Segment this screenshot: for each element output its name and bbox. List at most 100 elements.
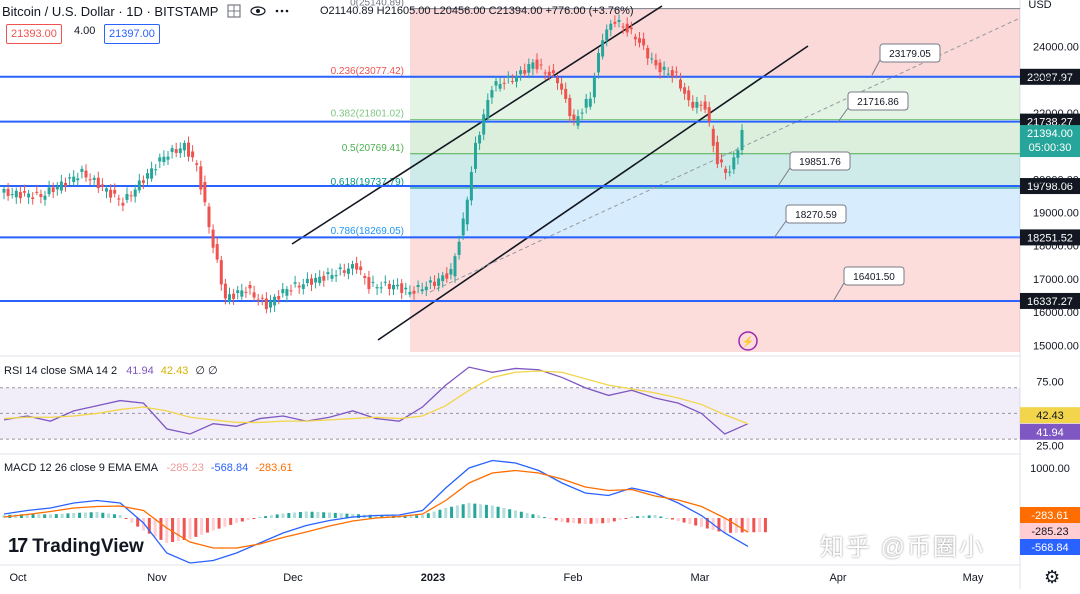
macd-histogram-bar bbox=[670, 518, 674, 520]
macd-histogram-bar bbox=[601, 518, 605, 524]
macd-series-line bbox=[3, 469, 749, 549]
macd-histogram-bar bbox=[264, 516, 268, 518]
candle-body bbox=[568, 97, 572, 117]
macd-histogram-bar bbox=[182, 518, 186, 540]
rsi-tag bbox=[1020, 423, 1080, 440]
channel-upper bbox=[291, 5, 663, 245]
candle-body bbox=[494, 81, 498, 86]
candle-body bbox=[506, 75, 510, 78]
grid-icon[interactable] bbox=[226, 3, 242, 19]
macd-histogram-bar bbox=[537, 515, 541, 518]
macd-histogram-bar bbox=[304, 511, 308, 518]
x-tick-label: 2023 bbox=[421, 572, 445, 584]
candle-body bbox=[728, 171, 732, 173]
macd-value-tag bbox=[1020, 539, 1080, 555]
candle-body bbox=[39, 194, 43, 198]
macd-histogram-bar bbox=[618, 518, 622, 520]
candle-body bbox=[613, 21, 617, 24]
candle-body bbox=[133, 189, 137, 197]
bid-box[interactable]: 21393.00 bbox=[6, 24, 62, 44]
candle-body bbox=[43, 195, 47, 200]
macd-histogram-bar bbox=[101, 512, 105, 518]
candle-body bbox=[88, 179, 92, 181]
candle-body bbox=[154, 169, 158, 171]
candle-body bbox=[576, 116, 580, 126]
macd-histogram-bar bbox=[717, 518, 721, 532]
macd-histogram-bar bbox=[490, 505, 494, 518]
more-icon[interactable] bbox=[274, 3, 290, 19]
y-tick-label: 23000.00 bbox=[1033, 75, 1079, 87]
candle-body bbox=[687, 90, 691, 101]
candle-body bbox=[629, 27, 633, 30]
candle-body bbox=[256, 299, 260, 301]
macd-histogram-bar bbox=[525, 513, 529, 518]
y-tick-label: 22000.00 bbox=[1033, 108, 1079, 120]
candle-body bbox=[207, 206, 211, 228]
macd-histogram-bar bbox=[444, 508, 448, 518]
candle-body bbox=[318, 276, 322, 284]
gear-icon[interactable]: ⚙ bbox=[1044, 567, 1061, 587]
last-price-label: 21394.00 bbox=[1027, 128, 1073, 140]
candle-body bbox=[10, 194, 14, 196]
macd-histogram-bar bbox=[118, 515, 122, 518]
ask-price: 21397.00 bbox=[109, 28, 155, 40]
level-price-label: 19798.06 bbox=[1027, 181, 1073, 193]
candle-body bbox=[6, 189, 10, 196]
macd-histogram-bar bbox=[508, 509, 512, 518]
macd-histogram-bar bbox=[293, 512, 297, 518]
bid-price: 21393.00 bbox=[11, 28, 57, 40]
x-tick-label: Dec bbox=[283, 572, 303, 584]
macd-histogram-bar bbox=[502, 508, 506, 518]
macd-histogram-bar bbox=[740, 518, 744, 533]
macd-histogram-bar bbox=[729, 518, 733, 533]
macd-histogram-bar bbox=[176, 518, 180, 541]
candle-body bbox=[535, 59, 539, 70]
candle-body bbox=[703, 101, 707, 110]
macd-histogram-bar bbox=[514, 510, 517, 518]
fib-label: 0.382(21801.02) bbox=[331, 109, 404, 120]
candle-body bbox=[113, 189, 117, 194]
macd-histogram-bar bbox=[624, 518, 628, 519]
candle-body bbox=[334, 275, 338, 277]
candle-body bbox=[646, 47, 650, 59]
eye-icon[interactable] bbox=[250, 3, 267, 19]
macd-histogram-bar bbox=[682, 518, 686, 523]
y-tick-label: 18000.00 bbox=[1033, 241, 1079, 253]
zhihu-watermark: 知乎 @币圈小 bbox=[820, 534, 986, 561]
macd-histogram-bar bbox=[607, 518, 610, 523]
candle-body bbox=[621, 26, 625, 28]
macd-histogram-bar bbox=[589, 518, 593, 524]
candle-body bbox=[219, 260, 223, 285]
event-icon bbox=[738, 331, 758, 351]
macd-signal-value: -283.61 bbox=[255, 462, 293, 474]
candle-body bbox=[383, 281, 387, 283]
macd-histogram-bar bbox=[171, 518, 175, 542]
rsi-tick-label: 25.00 bbox=[1036, 441, 1064, 453]
candle-body bbox=[240, 290, 244, 297]
macd-value-tag-label: -285.23 bbox=[1031, 526, 1068, 538]
trend-dashed bbox=[429, 17, 1021, 293]
callout-pointer bbox=[773, 220, 787, 239]
symbol-title[interactable]: Bitcoin / U.S. Dollar · 1D · BITSTAMP bbox=[2, 3, 219, 19]
macd-value-tag-label: -283.61 bbox=[1031, 510, 1068, 522]
macd-histogram-bar bbox=[583, 518, 587, 524]
macd-histogram-bar bbox=[235, 518, 238, 523]
macd-histogram-bar bbox=[694, 518, 698, 526]
candle-body bbox=[244, 291, 248, 293]
macd-histogram-bar bbox=[758, 518, 762, 533]
macd-histogram-bar bbox=[653, 515, 657, 518]
candle-body bbox=[125, 193, 129, 200]
candle-body bbox=[326, 272, 330, 275]
fib-zone bbox=[410, 119, 1020, 154]
candle-body bbox=[662, 66, 666, 70]
macd-histogram-bar bbox=[159, 518, 163, 540]
candle-body bbox=[547, 71, 551, 76]
candle-body bbox=[338, 267, 342, 270]
macd-histogram-bar bbox=[287, 513, 291, 518]
candle-body bbox=[642, 38, 646, 46]
fib-label: 0.5(20769.41) bbox=[342, 143, 404, 154]
candle-body bbox=[72, 176, 76, 183]
level-price-label: 16337.27 bbox=[1027, 296, 1073, 308]
ask-box[interactable]: 21397.00 bbox=[104, 24, 160, 44]
